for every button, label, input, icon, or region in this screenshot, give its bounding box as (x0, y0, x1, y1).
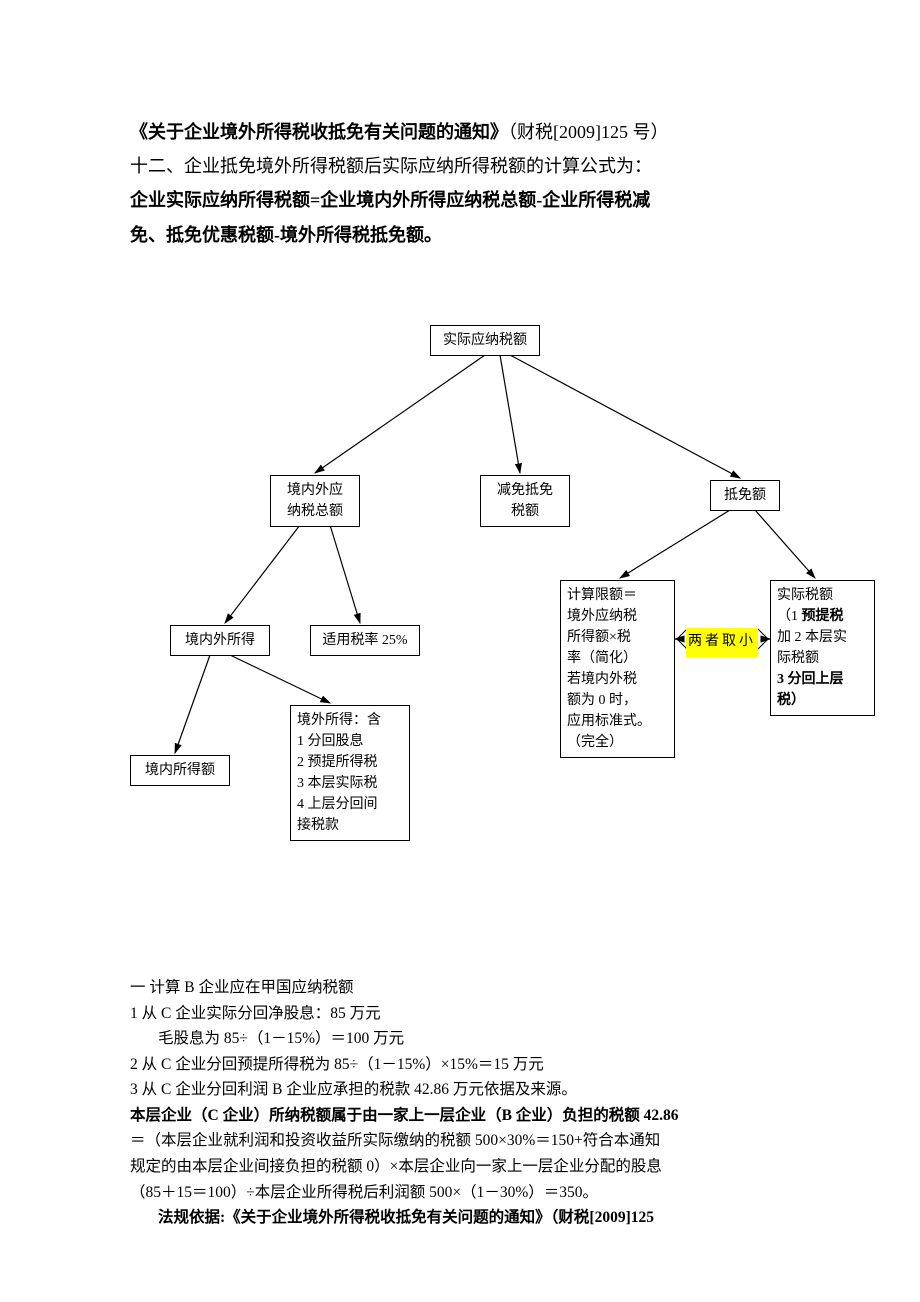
node-root: 实际应纳税额 (430, 325, 540, 356)
formula-line-1: 企业实际应纳所得税额=企业境内外所得应纳税总额-企业所得税减 (130, 183, 790, 217)
calc-l7: ＝（本层企业就利润和投资收益所实际缴纳的税额 500×30%＝150+符合本通知 (130, 1128, 810, 1154)
node-left1: 境内外应纳税总额 (270, 475, 360, 527)
diagram-arrows (130, 325, 850, 855)
calc-l6: 本层企业（C 企业）所纳税额属于由一家上一层企业（B 企业）负担的税额 42.8… (130, 1103, 810, 1129)
calc-l10: 法规依据:《关于企业境外所得税收抵免有关问题的通知》（财税[2009]125 (130, 1205, 810, 1231)
node-mid1: 减免抵免税额 (480, 475, 570, 527)
calc-l8: 规定的由本层企业间接负担的税额 0）×本层企业向一家上一层企业分配的股息 (130, 1154, 810, 1180)
between-label: 两者取小 (686, 628, 758, 657)
calc-l2: 1 从 C 企业实际分回净股息：85 万元 (130, 1001, 810, 1027)
node-r2a: 计算限额＝境外应纳税所得额×税率（简化）若境内外税额为 0 时，应用标准式。（完… (560, 580, 675, 758)
node-r2b: 实际税额（1 预提税加 2 本层实际税额3 分回上层税） (770, 580, 875, 716)
header-block: 《关于企业境外所得税收抵免有关问题的通知》（财税[2009]125 号） 十二、… (130, 115, 790, 252)
page: 《关于企业境外所得税收抵免有关问题的通知》（财税[2009]125 号） 十二、… (0, 0, 920, 1302)
formula-line-2: 免、抵免优惠税额-境外所得税抵免额。 (130, 218, 790, 252)
calc-l3: 毛股息为 85÷（1－15%）＝100 万元 (130, 1026, 810, 1052)
calc-l1: 一 计算 B 企业应在甲国应纳税额 (130, 975, 810, 1001)
node-right1: 抵免额 (710, 480, 780, 511)
calc-l9: （85＋15＝100）÷本层企业所得税后利润额 500×（1－30%）＝350。 (130, 1180, 810, 1206)
node-l2a: 境内外所得 (170, 625, 270, 656)
title-line-2: 十二、企业抵免境外所得税额后实际应纳所得税额的计算公式为： (130, 149, 790, 183)
node-l3b: 境外所得：含1 分回股息2 预提所得税3 本层实际税4 上层分回间接税款 (290, 705, 410, 841)
calc-l4: 2 从 C 企业分回预提所得税为 85÷（1－15%）×15%＝15 万元 (130, 1052, 810, 1078)
calc-section: 一 计算 B 企业应在甲国应纳税额 1 从 C 企业实际分回净股息：85 万元 … (130, 975, 810, 1231)
calc-l5: 3 从 C 企业分回利润 B 企业应承担的税款 42.86 万元依据及来源。 (130, 1077, 810, 1103)
title-suffix: （财税[2009]125 号） (508, 122, 669, 142)
diagram: 实际应纳税额 境内外应纳税总额 减免抵免税额 抵免额 境内外所得 适用税率 25… (130, 325, 850, 855)
title-line-1: 《关于企业境外所得税收抵免有关问题的通知》（财税[2009]125 号） (130, 115, 790, 149)
node-l2b: 适用税率 25% (310, 625, 420, 656)
title-bold-part: 《关于企业境外所得税收抵免有关问题的通知》 (130, 122, 508, 142)
node-l3a: 境内所得额 (130, 755, 230, 786)
